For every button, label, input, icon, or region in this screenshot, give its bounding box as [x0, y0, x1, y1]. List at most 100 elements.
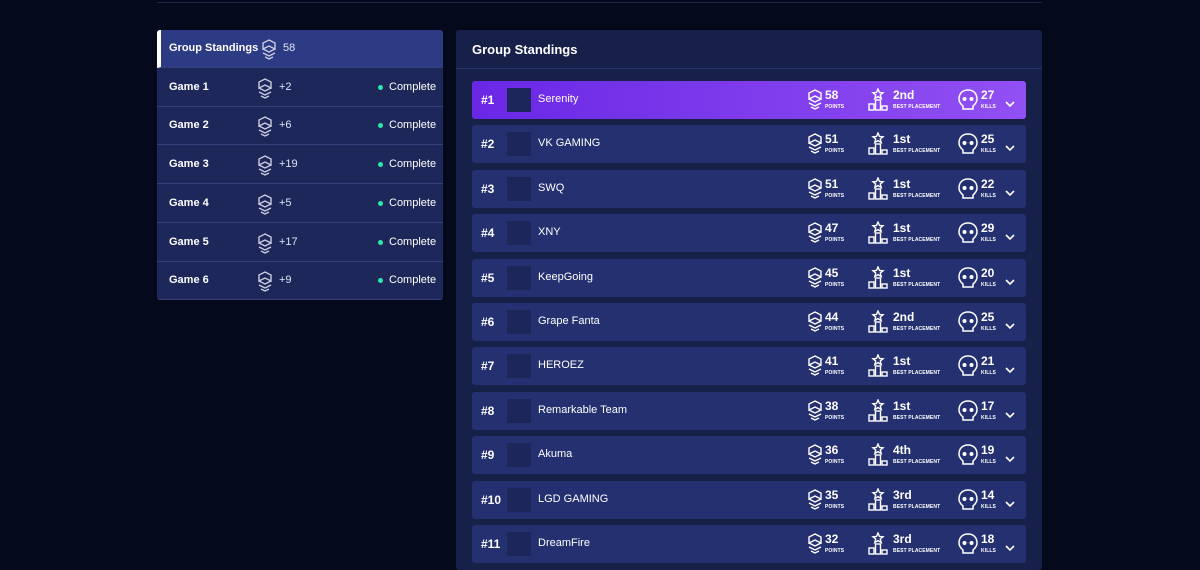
expand-chevron[interactable]: [1005, 450, 1015, 468]
kills: 18: [981, 532, 995, 546]
item-score: +9: [279, 274, 292, 287]
points-label: POINTS: [825, 503, 845, 510]
kills-icon: [958, 444, 978, 471]
expand-chevron-svg: [1005, 145, 1015, 152]
placement-icon-svg: [868, 486, 888, 511]
item-score: +17: [279, 235, 298, 248]
team-name: Remarkable Team: [538, 403, 628, 416]
item-label: Game 3: [169, 158, 209, 171]
kills: 29: [981, 221, 995, 236]
expand-chevron[interactable]: [1005, 495, 1015, 513]
kills-label: KILLS: [981, 148, 996, 155]
points: 32: [825, 532, 839, 546]
status-dot: [378, 84, 383, 90]
team-row: #6 Grape Fanta 44 POINTS 2nd BEST PLACEMENT 25…: [472, 303, 1026, 341]
points-icon-svg: [808, 533, 822, 554]
sidebar-item[interactable]: Game 3 +19 Complete: [157, 146, 443, 185]
sidebar-item[interactable]: Game 1 +2 Complete: [157, 69, 443, 107]
item-score: +19: [279, 158, 298, 171]
item-label: Game 4: [169, 196, 209, 209]
expand-chevron[interactable]: [1005, 539, 1015, 557]
expand-chevron-svg: [1005, 545, 1015, 552]
status-dot: [378, 278, 383, 284]
status-dot: [378, 239, 383, 245]
placement-icon-svg: [868, 398, 888, 422]
expand-chevron[interactable]: [1005, 95, 1015, 113]
team-row: #3 SWQ 51 POINTS 1st BEST PLACEMENT 22 KILLS: [472, 169, 1026, 208]
kills-icon-svg: [958, 400, 978, 421]
team-avatar: [507, 221, 531, 246]
kills: 14: [981, 487, 995, 502]
item-label: Game 2: [169, 119, 209, 132]
rank: #11: [481, 537, 501, 551]
points-icon-svg: [258, 232, 272, 254]
points-icon-svg: [808, 355, 822, 377]
standings-panel: Group Standings #1 Serenity 58 POINTS 2nd BES…: [456, 30, 1042, 570]
expand-chevron-svg: [1005, 190, 1015, 196]
placement-label: BEST PLACEMENT: [893, 459, 941, 466]
placement-icon-svg: [868, 87, 888, 111]
rank: #6: [481, 315, 495, 329]
expand-chevron[interactable]: [1005, 184, 1015, 202]
kills-icon: [958, 355, 978, 382]
points-label: POINTS: [825, 237, 845, 244]
kills-icon-svg: [958, 133, 978, 155]
points-icon-svg: [262, 39, 276, 60]
expand-chevron-svg: [1005, 501, 1015, 507]
expand-chevron[interactable]: [1005, 228, 1015, 246]
sidebar-item[interactable]: Game 5 +17 Complete: [157, 224, 443, 262]
placement: 3rd: [893, 487, 912, 502]
kills-icon: [958, 311, 978, 338]
item-score: 58: [283, 42, 296, 54]
placement-label: BEST PLACEMENT: [893, 192, 941, 199]
kills: 25: [981, 310, 995, 324]
item-status: Complete: [389, 158, 437, 171]
kills: 25: [981, 132, 995, 147]
placement-label: BEST PLACEMENT: [893, 237, 941, 244]
expand-chevron[interactable]: [1005, 317, 1015, 335]
kills-label: KILLS: [981, 459, 996, 466]
expand-chevron-svg: [1005, 367, 1015, 374]
team-avatar: [507, 532, 531, 556]
sidebar-item[interactable]: Game 4 +5 Complete: [157, 185, 443, 223]
placement-label: BEST PLACEMENT: [893, 281, 941, 288]
sidebar-item[interactable]: Group Standings 58: [157, 30, 443, 68]
kills-icon-svg: [958, 488, 978, 510]
placement-icon-svg: [868, 531, 888, 555]
points-icon: [808, 178, 822, 204]
expand-chevron[interactable]: [1005, 361, 1015, 379]
team-name: Serenity: [538, 93, 579, 105]
points-icon: [262, 39, 276, 65]
item-score: +2: [279, 80, 292, 93]
team-name: Akuma: [538, 448, 573, 461]
points-icon-svg: [808, 311, 822, 332]
team-row: #9 Akuma 36 POINTS 4th BEST PLACEMENT 19 KILLS: [472, 436, 1026, 475]
item-status: Complete: [389, 80, 437, 93]
kills-icon-svg: [958, 222, 978, 243]
team-name: DreamFire: [538, 537, 590, 549]
team-row: #2 VK GAMING 51 POINTS 1st BEST PLACEMENT 25 KI…: [472, 125, 1026, 164]
sidebar-item[interactable]: Game 2 +6 Complete: [157, 107, 443, 146]
points-icon-svg: [258, 116, 272, 138]
panel-title: Group Standings: [472, 42, 578, 57]
team-avatar: [507, 310, 531, 334]
team-avatar: [507, 265, 531, 290]
panel-header: [456, 30, 1042, 69]
points: 38: [825, 398, 839, 413]
team-avatar: [507, 487, 531, 512]
rank: #7: [481, 359, 495, 374]
points-label: POINTS: [825, 104, 845, 110]
placement-icon: [868, 176, 888, 205]
expand-chevron[interactable]: [1005, 139, 1015, 157]
kills-icon: [958, 266, 978, 294]
kills-icon: [958, 133, 978, 160]
page: Group Standings 58 Game 1 +2 Complete Game 2 +…: [157, 2, 1042, 570]
rank: #3: [481, 181, 495, 196]
points: 58: [825, 88, 839, 102]
points-label: POINTS: [825, 148, 845, 155]
placement-label: BEST PLACEMENT: [893, 326, 941, 332]
sidebar-item[interactable]: Game 6 +9 Complete: [157, 262, 443, 300]
expand-chevron[interactable]: [1005, 273, 1015, 291]
rank: #2: [481, 137, 495, 152]
expand-chevron[interactable]: [1005, 406, 1015, 424]
